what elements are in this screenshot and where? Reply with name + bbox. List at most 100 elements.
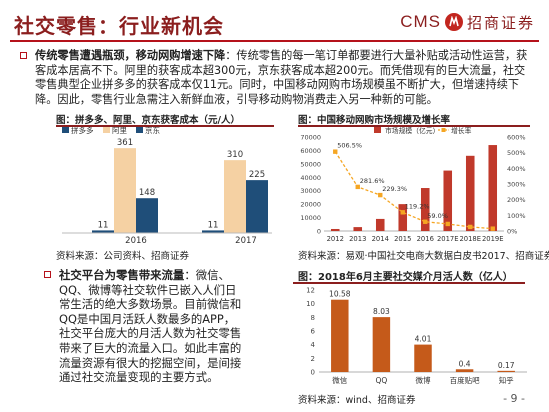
chart2-y2-tick: 500% xyxy=(507,149,526,157)
chart3-x-tick: 微信 xyxy=(332,375,347,385)
chart2-x-tick: 2018E xyxy=(459,235,481,243)
chart1-bar xyxy=(246,180,268,233)
chart2-y-tick: 40000 xyxy=(300,174,321,182)
slide-title: 社交零售：行业新机会 xyxy=(14,14,224,38)
chart2-point xyxy=(468,224,473,230)
chart2-x-tick: 2015 xyxy=(394,235,411,243)
chart1-bar xyxy=(136,198,158,233)
chart2-y2-tick: 200% xyxy=(507,196,526,204)
chart2-y-tick: 60000 xyxy=(300,147,321,155)
chart3-y-tick: 10 xyxy=(306,300,315,308)
chart2-y2-tick: 600% xyxy=(507,134,526,142)
chart3-bar xyxy=(455,369,474,372)
bullet-body: ：传统零售的每一笔订单都要进行大量补贴或活动性运营，获客成本居高不下。阿里的获客… xyxy=(35,49,528,106)
chart2-point xyxy=(423,219,428,224)
chart1-x-tick: 2016 xyxy=(125,236,147,246)
chart2-point xyxy=(400,210,405,215)
bullet-social-traffic: 社交平台为零售带来流量：微信、QQ、微博等社交软件已嵌入人们日常生活的绝大多数场… xyxy=(44,268,246,384)
chart2-bar xyxy=(443,170,453,231)
chart1-title-rule xyxy=(56,125,274,127)
chart1-legend-label: 拼多多 xyxy=(71,127,94,135)
chart1-legend-label: 京东 xyxy=(145,127,160,135)
chart3-y-tick: 8 xyxy=(311,314,315,322)
bullet-lead: 传统零售遭遇瓶颈，移动网购增速下降 xyxy=(35,49,226,62)
chart2-legend-marker xyxy=(441,128,446,132)
chart3-bars: 10.58 微信 8.03 QQ 4.01 微博 0.4 百度贴吧 0.17 知乎 xyxy=(329,290,515,385)
chart2-point xyxy=(333,149,338,154)
logo-text: CMS xyxy=(400,12,441,31)
chart2-legend-label: 市场规模（亿元） xyxy=(385,127,439,135)
chart2-bar xyxy=(420,188,430,231)
chart1-bars: 11 361 148 11 310 225 xyxy=(92,138,268,233)
chart-social-mau: 0 2 4 6 8 10 12 10.58 微信 8.03 QQ 4.01 微博 0.4 百度贴吧 0.17… xyxy=(306,287,527,385)
chart2-title-rule xyxy=(298,125,530,127)
chart3-data-label: 10.58 xyxy=(329,290,351,299)
chart2-x-tick: 2016 xyxy=(417,235,434,243)
chart1-bar xyxy=(224,160,246,233)
chart2-point xyxy=(355,184,360,190)
chart3-x-tick: 知乎 xyxy=(499,375,514,385)
chart2-legend-swatch xyxy=(374,127,381,133)
chart2-y-tick: 30000 xyxy=(300,187,321,195)
chart2-bars: 2012 2013 2014 2015 2016 2017E 2018E 2019E xyxy=(327,145,504,243)
chart1-data-label: 361 xyxy=(117,138,133,148)
chart2-x-tick: 2017E xyxy=(437,235,459,243)
chart2-bar xyxy=(375,218,385,231)
chart3-x-tick: 微博 xyxy=(416,375,431,385)
page-number: - 9 - xyxy=(503,392,525,405)
chart3-title-rule xyxy=(293,282,525,284)
chart1-data-label: 11 xyxy=(208,220,219,230)
chart1-bar xyxy=(202,230,224,233)
bullet-retail-bottleneck: 传统零售遭遇瓶颈，移动网购增速下降：传统零售的每一笔订单都要进行大量补贴或活动性… xyxy=(20,49,535,109)
chart2-data-label: 506.5% xyxy=(337,142,362,150)
chart2-bar xyxy=(398,204,408,231)
chart3-data-label: 4.01 xyxy=(415,335,432,344)
chart1-legend-swatch xyxy=(136,127,143,133)
chart2-y2-tick: 400% xyxy=(507,165,526,173)
bullet-lead: 社交平台为零售带来流量 xyxy=(59,268,185,282)
chart3-y-tick: 4 xyxy=(311,341,316,349)
chart1-bar xyxy=(114,148,136,233)
chart2-x-tick: 2019E xyxy=(482,235,504,243)
chart-mobile-shopping: 0 10000 20000 30000 40000 50000 60000 70000 0% 10… xyxy=(300,127,526,243)
chart3-x-tick: 百度贴吧 xyxy=(450,375,480,385)
chart3-y-tick: 6 xyxy=(311,328,316,336)
chart2-x-tick: 2014 xyxy=(372,235,389,243)
chart1-x-tick: 2017 xyxy=(235,236,257,246)
bullet-square-icon xyxy=(44,271,51,278)
logo-mark-icon xyxy=(444,13,463,31)
chart3-title: 图：2018年6月主要社交媒介月活人数（亿人） xyxy=(298,272,513,283)
chart2-x-tick: 2012 xyxy=(327,235,344,243)
chart3-data-label: 0.4 xyxy=(459,359,471,368)
chart2-point xyxy=(445,221,450,227)
chart2-y-tick: 50000 xyxy=(300,160,321,168)
chart2-y-tick: 20000 xyxy=(300,201,321,209)
chart3-bar xyxy=(497,370,515,372)
chart-acquisition-cost: 拼多多 阿里 京东 11 361 148 11 310 225 2016 2017 xyxy=(62,127,272,246)
chart3-y-tick: 2 xyxy=(311,355,315,363)
chart2-bar xyxy=(330,228,340,231)
title-divider xyxy=(10,40,539,42)
chart2-data-label: 281.6% xyxy=(360,177,385,185)
chart3-source: 资料来源：wind、招商证券 xyxy=(298,395,416,406)
chart1-data-label: 148 xyxy=(139,188,155,198)
chart3-bar xyxy=(372,317,391,372)
chart2-y-tick: 10000 xyxy=(300,214,321,222)
chart2-y2-tick: 0% xyxy=(507,228,517,236)
chart3-bar xyxy=(331,299,349,372)
chart1-data-label: 11 xyxy=(98,220,109,230)
chart2-axes: 0 10000 20000 30000 40000 50000 60000 70000 0% 10… xyxy=(300,134,525,236)
chart1-legend-swatch xyxy=(62,127,69,133)
chart2-data-label: 119.2% xyxy=(405,202,430,210)
chart2-data-label: 59.0% xyxy=(427,212,448,220)
chart3-y-tick: 0 xyxy=(311,369,315,377)
chart2-data-label: 229.3% xyxy=(382,185,407,193)
chart1-legend: 拼多多 阿里 京东 xyxy=(62,127,160,135)
chart2-y2-tick: 100% xyxy=(507,212,526,220)
chart1-legend-swatch xyxy=(103,127,110,133)
chart2-y-tick: 70000 xyxy=(300,134,321,142)
chart1-source: 资料来源：公司资料、招商证券 xyxy=(56,251,190,262)
chart3-bar xyxy=(414,344,432,372)
chart2-point xyxy=(490,226,495,231)
chart3-data-label: 0.17 xyxy=(498,361,515,370)
